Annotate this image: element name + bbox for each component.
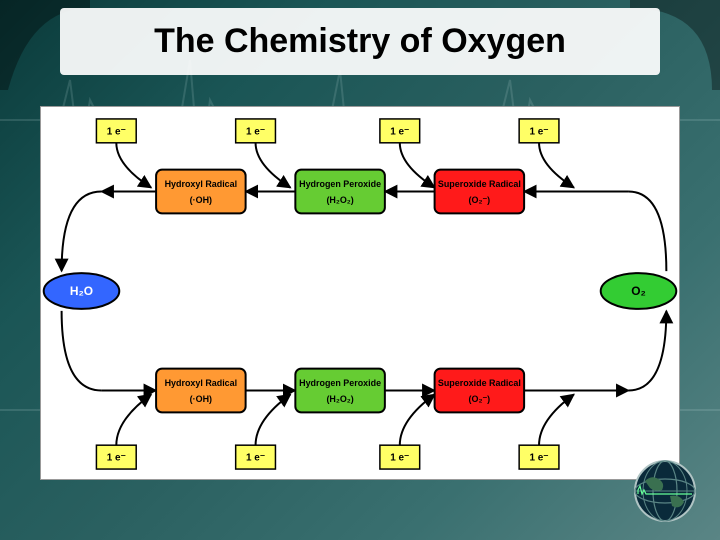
endpoint-label: O₂ — [631, 284, 646, 298]
electron-label: 1 e⁻ — [530, 453, 549, 464]
species-box — [295, 369, 385, 413]
electron-arrow — [256, 143, 291, 188]
electron-arrow — [116, 394, 151, 445]
electron-arrow — [539, 143, 574, 188]
flow-arrow — [629, 192, 667, 272]
species-box — [435, 170, 525, 214]
species-name: Superoxide Radical — [438, 378, 521, 388]
globe-icon — [630, 456, 700, 526]
electron-label: 1 e⁻ — [107, 126, 126, 137]
species-name: Hydrogen Peroxide — [299, 179, 381, 189]
species-formula: (O₂⁻) — [469, 394, 491, 404]
electron-label: 1 e⁻ — [530, 126, 549, 137]
electron-arrow — [116, 143, 151, 188]
species-name: Superoxide Radical — [438, 179, 521, 189]
flow-arrow — [62, 192, 102, 272]
oxygen-chemistry-diagram: Hydroxyl Radical (·OH) Hydroxyl Radical (·O… — [41, 107, 679, 479]
flow-arrow — [629, 311, 667, 391]
electron-label: 1 e⁻ — [246, 126, 265, 137]
flow-arrow — [62, 311, 102, 391]
electron-arrow — [400, 394, 435, 445]
electron-label: 1 e⁻ — [246, 453, 265, 464]
species-formula: (H₂O₂) — [326, 394, 353, 404]
species-box — [156, 170, 246, 214]
title-bar: The Chemistry of Oxygen — [60, 8, 660, 75]
electron-label: 1 e⁻ — [390, 126, 409, 137]
electron-label: 1 e⁻ — [390, 453, 409, 464]
species-formula: (·OH) — [190, 195, 212, 205]
electron-arrow — [256, 394, 291, 445]
species-box — [156, 369, 246, 413]
species-formula: (O₂⁻) — [469, 195, 491, 205]
species-formula: (H₂O₂) — [326, 195, 353, 205]
species-formula: (·OH) — [190, 394, 212, 404]
species-name: Hydrogen Peroxide — [299, 378, 381, 388]
electron-arrow — [400, 143, 435, 188]
species-box — [435, 369, 525, 413]
endpoint-label: H₂O — [70, 284, 93, 298]
electron-label: 1 e⁻ — [107, 453, 126, 464]
species-name: Hydroxyl Radical — [165, 378, 238, 388]
page-title: The Chemistry of Oxygen — [80, 22, 640, 61]
electron-arrow — [539, 394, 574, 445]
species-box — [295, 170, 385, 214]
diagram-panel: Hydroxyl Radical (·OH) Hydroxyl Radical (·O… — [40, 106, 680, 480]
species-name: Hydroxyl Radical — [165, 179, 238, 189]
